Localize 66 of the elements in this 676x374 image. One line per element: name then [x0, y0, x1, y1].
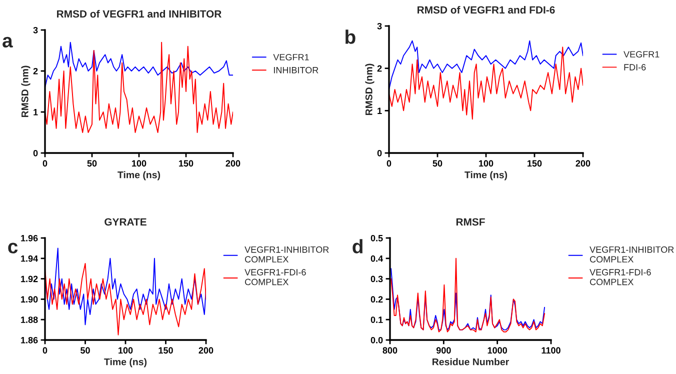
x-tick-label: 0: [42, 160, 48, 167]
y-tick-label: 0.4: [370, 255, 384, 262]
text: b: [346, 30, 356, 44]
legend-label: VEGFR1: [624, 51, 660, 58]
text: c: [8, 242, 18, 254]
chart-title: RMSF: [456, 218, 485, 226]
x-tick-label: 200: [198, 347, 214, 354]
y-tick-label: 1.88: [21, 316, 38, 323]
y-tick-label: 1.86: [21, 336, 38, 344]
line-series: [45, 248, 206, 326]
x-tick-label: 50: [432, 160, 442, 167]
legend-label: FDI-6: [624, 64, 646, 70]
line-series: [45, 263, 206, 336]
legend-label: VEGFR1: [273, 54, 309, 60]
y-tick-label: 1.96: [21, 234, 38, 242]
x-tick-label: 150: [179, 160, 194, 167]
legend-label: VEGFR1-FDI-6 COMPLEX: [590, 269, 651, 286]
x-axis-title: Residue Number: [432, 358, 509, 366]
y-tick-label: 1.92: [21, 276, 38, 282]
y-axis-title: RMSD (nm): [21, 66, 30, 118]
x-tick-label: 100: [118, 347, 133, 354]
x-tick-label: 1100: [542, 347, 560, 354]
legend-label: VEGFR1-INHIBITOR COMPLEX: [590, 246, 674, 263]
chart-title: RMSD of VEGFR1 and FDI-6: [418, 6, 555, 14]
text: d: [352, 239, 362, 254]
x-tick-label: 0: [42, 347, 48, 354]
x-axis-title: Time (ns): [118, 171, 160, 180]
y-tick-label: 1: [378, 108, 382, 114]
y-tick-label: 0: [377, 150, 382, 156]
line-series: [390, 258, 546, 332]
x-tick-label: 0: [386, 160, 392, 167]
x-tick-label: 150: [528, 160, 542, 167]
text: a: [2, 36, 13, 48]
x-tick-label: 100: [132, 160, 146, 167]
y-tick-label: 0.1: [370, 316, 383, 323]
x-tick-label: 50: [87, 160, 97, 167]
y-tick-label: 1.94: [21, 255, 38, 262]
chart-title: RMSD of VEGFR1 and INHIBITOR: [57, 10, 222, 18]
x-tick-label: 800: [382, 347, 398, 354]
y-tick-label: 0.5: [370, 234, 383, 242]
legend-label: VEGFR1-INHIBITOR COMPLEX: [244, 246, 329, 263]
y-axis-title: RMSD (nm): [365, 64, 374, 116]
legend-label: VEGFR1-FDI-6 COMPLEX: [244, 269, 306, 286]
x-tick-label: 150: [158, 347, 173, 354]
x-tick-label: 100: [479, 160, 494, 167]
line-series: [389, 46, 583, 120]
y-tick-label: 0: [33, 150, 38, 156]
y-tick-label: 3: [33, 26, 38, 34]
x-tick-label: 200: [226, 160, 240, 167]
y-tick-label: 1: [34, 109, 38, 116]
chart-title: GYRATE: [104, 218, 146, 226]
x-tick-label: 900: [436, 347, 451, 354]
y-tick-label: 3: [377, 22, 382, 30]
y-tick-label: 0.0: [370, 336, 383, 344]
y-tick-label: 1.90: [21, 296, 38, 303]
x-axis-title: Time (ns): [104, 358, 147, 368]
y-tick-label: 0.2: [370, 296, 383, 303]
y-tick-label: 2: [377, 65, 382, 72]
y-tick-label: 0.3: [370, 276, 383, 282]
y-tick-label: 2: [33, 68, 38, 74]
x-tick-label: 200: [576, 160, 590, 167]
x-tick-label: 1000: [488, 347, 508, 354]
legend-label: INHIBITOR: [274, 66, 318, 74]
x-axis-title: Time (ns): [464, 171, 508, 180]
x-tick-label: 50: [80, 347, 90, 354]
line-series: [45, 42, 233, 133]
